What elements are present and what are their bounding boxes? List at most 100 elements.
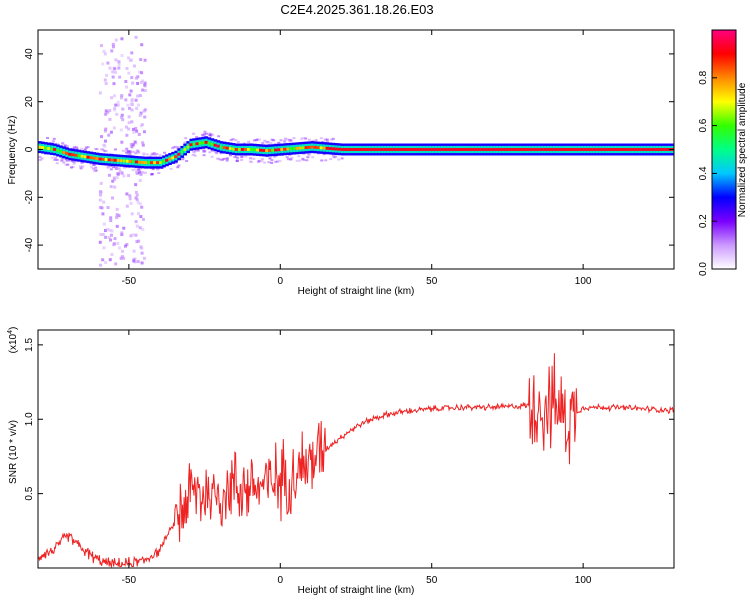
heatmap-noise-cell: [127, 115, 131, 119]
heatmap-noise-cell: [50, 156, 54, 159]
spectrogram-heatmap: [38, 35, 674, 267]
heatmap-noise-cell: [130, 51, 134, 55]
heatmap-x-tick-label: 50: [426, 276, 438, 287]
heatmap-noise-cell: [263, 139, 267, 142]
heatmap-noise-cell: [192, 153, 196, 156]
heatmap-noise-cell: [301, 157, 305, 160]
heatmap-noise-cell: [121, 149, 125, 152]
heatmap-noise-cell: [270, 138, 274, 141]
heatmap-ridge-cell: [268, 149, 272, 152]
heatmap-noise-cell: [109, 130, 113, 134]
heatmap-noise-cell: [117, 214, 121, 218]
heatmap-noise-cell: [138, 70, 142, 74]
heatmap-ridge-cell: [346, 148, 351, 151]
heatmap-ridge-cell: [243, 148, 248, 151]
heatmap-noise-cell: [101, 232, 105, 236]
heatmap-noise-cell: [194, 149, 198, 152]
heatmap-ridge-cell: [204, 140, 209, 144]
heatmap-ridge-cell: [504, 148, 509, 151]
heatmap-noise-cell: [298, 159, 302, 162]
heatmap-ridge-cell: [343, 148, 348, 151]
heatmap-noise-cell: [107, 173, 111, 177]
snr-x-tick-label: 0: [278, 575, 284, 586]
heatmap-noise-cell: [114, 58, 118, 62]
heatmap-noise-cell: [234, 139, 238, 142]
heatmap-ridge-cell: [140, 160, 145, 164]
heatmap-ridge-cell: [289, 147, 293, 151]
heatmap-x-ticks: -50 0 50 100: [122, 30, 592, 287]
heatmap-noise-cell: [131, 143, 135, 147]
heatmap-noise-cell: [133, 167, 137, 171]
heatmap-ridge-cell: [322, 146, 327, 150]
heatmap-noise-cell: [138, 226, 142, 230]
heatmap-noise-cell: [101, 62, 105, 66]
heatmap-y-tick-label: 40: [24, 48, 35, 60]
heatmap-ridge-cell: [365, 148, 369, 151]
heatmap-ridge-cell: [310, 145, 315, 149]
heatmap-noise-cell: [139, 215, 143, 219]
heatmap-noise-cell: [225, 157, 229, 160]
heatmap-noise-cell: [80, 161, 84, 164]
heatmap-noise-cell: [153, 153, 157, 156]
heatmap-noise-cell: [104, 112, 108, 116]
heatmap-ridge-cell: [640, 148, 645, 151]
heatmap-ridge-cell: [625, 148, 630, 151]
heatmap-ridge-cell: [658, 148, 663, 151]
heatmap-ridge-cell: [134, 160, 139, 164]
heatmap-ridge-cell: [319, 146, 324, 150]
heatmap-noise-cell: [210, 149, 214, 152]
heatmap-ridge-cell: [286, 147, 290, 151]
heatmap-noise-cell: [283, 138, 287, 141]
heatmap-noise-cell: [106, 206, 110, 210]
heatmap-noise-cell: [134, 98, 138, 102]
heatmap-ridge-cell: [219, 145, 224, 149]
heatmap-ridge-cell: [389, 148, 393, 151]
heatmap-ridge-cell: [162, 160, 166, 163]
heatmap-ridge-cell: [455, 148, 460, 151]
heatmap-noise-cell: [270, 159, 274, 162]
heatmap-noise-cell: [125, 133, 129, 137]
heatmap-noise-cell: [140, 123, 144, 127]
heatmap-noise-cell: [104, 260, 108, 264]
heatmap-noise-cell: [117, 60, 121, 64]
heatmap-noise-cell: [264, 141, 268, 144]
heatmap-ridge-cell: [404, 148, 409, 151]
heatmap-ridge-cell: [477, 148, 481, 151]
heatmap-ridge-cell: [422, 148, 427, 151]
heatmap-noise-cell: [266, 143, 270, 146]
heatmap-ridge-cell: [646, 148, 651, 151]
heatmap-noise-cell: [286, 138, 290, 141]
heatmap-noise-cell: [134, 220, 138, 224]
heatmap-noise-cell: [135, 224, 139, 228]
heatmap-noise-cell: [108, 117, 112, 121]
colorbar-ticks: 0.0 0.2 0.4 0.6 0.8: [698, 70, 717, 276]
heatmap-ridge-cell: [250, 148, 254, 151]
heatmap-noise-cell: [113, 67, 117, 71]
heatmap-noise-cell: [295, 159, 299, 162]
heatmap-ridge-cell: [53, 148, 57, 151]
heatmap-ridge-cell: [661, 148, 666, 151]
heatmap-noise-cell: [156, 168, 160, 171]
heatmap-ridge-cell: [180, 150, 184, 154]
heatmap-noise-cell: [126, 103, 130, 107]
heatmap-noise-cell: [103, 129, 107, 133]
heatmap-noise-cell: [94, 148, 98, 151]
heatmap-noise-cell: [115, 213, 119, 217]
heatmap-ridge-cell: [337, 147, 342, 151]
heatmap-noise-cell: [120, 170, 124, 173]
heatmap-noise-cell: [71, 165, 75, 168]
heatmap-ridge-cell: [304, 146, 309, 150]
heatmap-x-tick-label: -50: [122, 276, 137, 287]
heatmap-noise-cell: [253, 139, 257, 142]
heatmap-noise-cell: [150, 172, 154, 175]
heatmap-noise-cell: [105, 73, 109, 77]
heatmap-noise-cell: [98, 198, 102, 202]
heatmap-noise-cell: [130, 120, 134, 124]
heatmap-noise-cell: [103, 139, 107, 143]
heatmap-ridge-cell: [607, 148, 611, 151]
heatmap-noise-cell: [125, 66, 129, 70]
heatmap-x-tick-label: 0: [278, 276, 284, 287]
heatmap-noise-cell: [65, 159, 69, 162]
heatmap-noise-cell: [185, 160, 189, 163]
heatmap-noise-cell: [125, 147, 129, 151]
